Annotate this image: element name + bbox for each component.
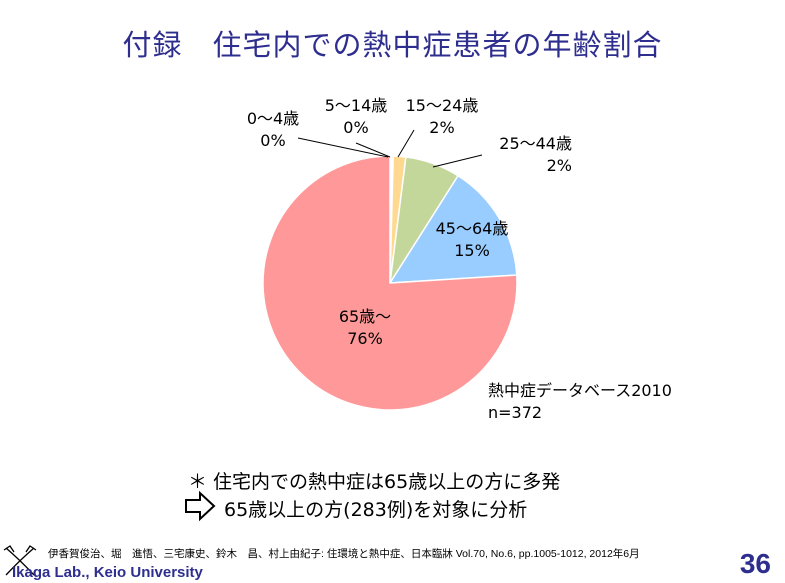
label-25-44: 25～44歳 2% [484,133,572,177]
leader-lines [297,129,483,168]
leader-line-0-4 [297,137,389,158]
note-line-1: ＊ 住宅内での熱中症は65歳以上の方に多発 [188,471,561,493]
category-label: 5～14歳 [324,96,388,115]
label-0-4: 0～4歳 0% [238,108,308,152]
percent-label: 0% [343,118,369,137]
arrow-icon [185,490,216,522]
note-line-2: 65歳以上の方(283例)を対象に分析 [224,499,528,521]
category-label: 15～24歳 [405,96,479,115]
pie-slice-5 [262,155,518,411]
label-45-64: 45～64歳 15% [428,218,516,262]
label-65-plus: 65歳～ 76% [328,306,402,350]
pie-slice-4 [388,174,518,284]
percent-label: 2% [429,118,455,137]
leader-line-25-44 [432,154,483,168]
source-label: 熱中症データベース2010 [488,381,672,400]
leader-line-15-24 [397,129,415,158]
leader-line-5-14 [355,142,391,158]
label-15-24: 15～24歳 2% [398,95,486,139]
percent-label: 15% [454,241,490,260]
category-label: 65歳～ [338,307,392,326]
category-label: 0～4歳 [246,109,300,128]
percent-label: 0% [260,131,286,150]
data-source: 熱中症データベース2010 n=372 [488,380,672,424]
category-label: 25～44歳 [499,134,572,153]
page-number: 36 [739,548,771,579]
sample-size: n=372 [488,403,543,422]
percent-label: 76% [347,329,383,348]
lab-logo-icon [3,545,37,576]
percent-label: 2% [546,156,572,175]
category-label: 45～64歳 [435,219,509,238]
slide-title: 付録 住宅内での熱中症患者の年齢割合 [122,28,663,62]
label-5-14: 5～14歳 0% [318,95,394,139]
lab-name: Ikaga Lab., Keio University [12,564,203,581]
citation: 伊香賀俊治、堀 進悟、三宅康史、鈴木 昌、村上由紀子: 住環境と熱中症、日本臨牀… [48,548,640,560]
